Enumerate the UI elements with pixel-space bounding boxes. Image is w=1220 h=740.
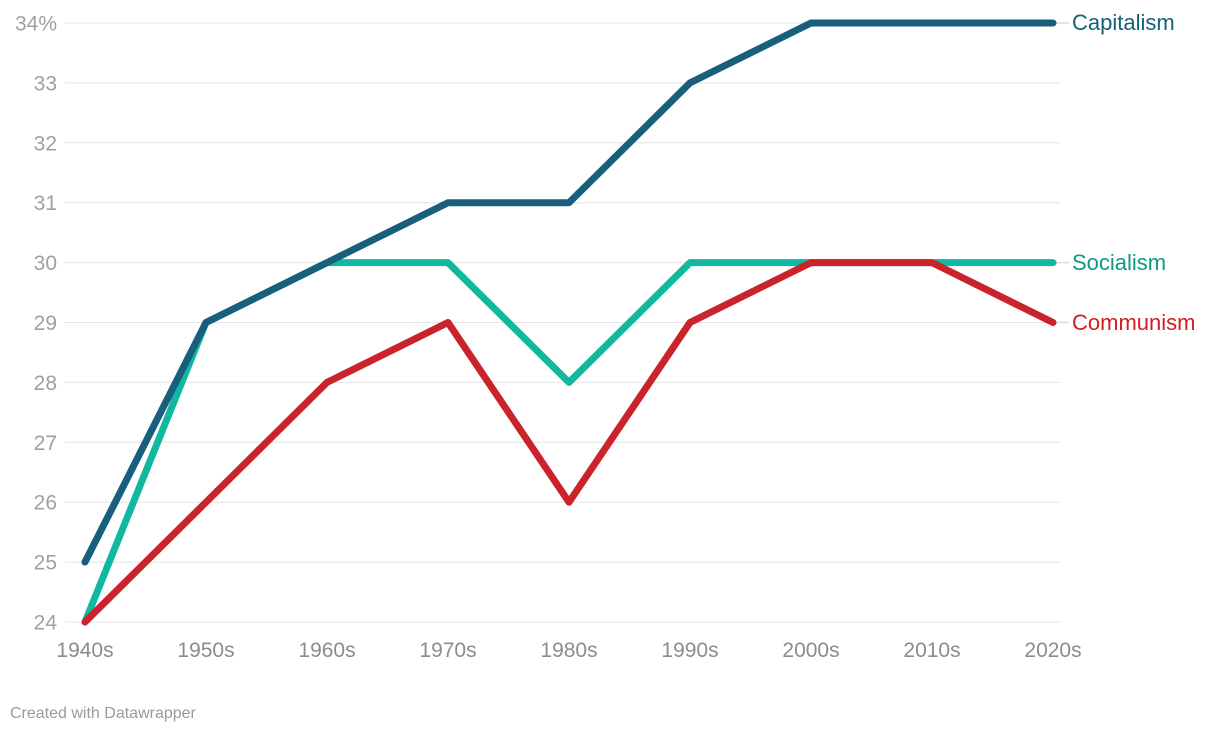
y-axis-tick-label: 28	[34, 372, 57, 395]
y-axis-tick-label: 29	[34, 312, 57, 335]
y-axis-tick-label: 25	[34, 552, 57, 575]
series-label-socialism: Socialism	[1072, 250, 1167, 275]
y-axis-tick-label: 27	[34, 432, 57, 455]
y-axis-tick-label: 31	[34, 192, 57, 215]
y-axis-tick-label: 32	[34, 132, 57, 155]
series-label-capitalism: Capitalism	[1072, 10, 1175, 35]
x-axis-tick-label: 1980s	[540, 639, 597, 662]
series-line-communism	[81, 259, 1057, 626]
series-label-communism: Communism	[1072, 310, 1196, 335]
series-line-capitalism	[81, 19, 1057, 566]
x-axis-tick-label: 1990s	[661, 639, 718, 662]
y-axis-tick-label: 30	[34, 252, 57, 275]
y-axis-tick-label: 33	[34, 72, 57, 95]
x-axis-tick-label: 2000s	[782, 639, 839, 662]
x-axis-tick-label: 2020s	[1024, 639, 1081, 662]
x-axis-tick-label: 1970s	[419, 639, 476, 662]
y-axis-tick-label: 24	[34, 612, 58, 635]
x-axis-tick-label: 2010s	[903, 639, 960, 662]
x-axis-tick-label: 1940s	[56, 639, 113, 662]
footer-credit: Created with Datawrapper	[10, 705, 196, 722]
x-axis-tick-label: 1950s	[177, 639, 234, 662]
x-axis-tick-label: 1960s	[298, 639, 355, 662]
y-axis-tick-label: 26	[34, 492, 57, 515]
y-axis-tick-label: 34%	[15, 13, 57, 36]
